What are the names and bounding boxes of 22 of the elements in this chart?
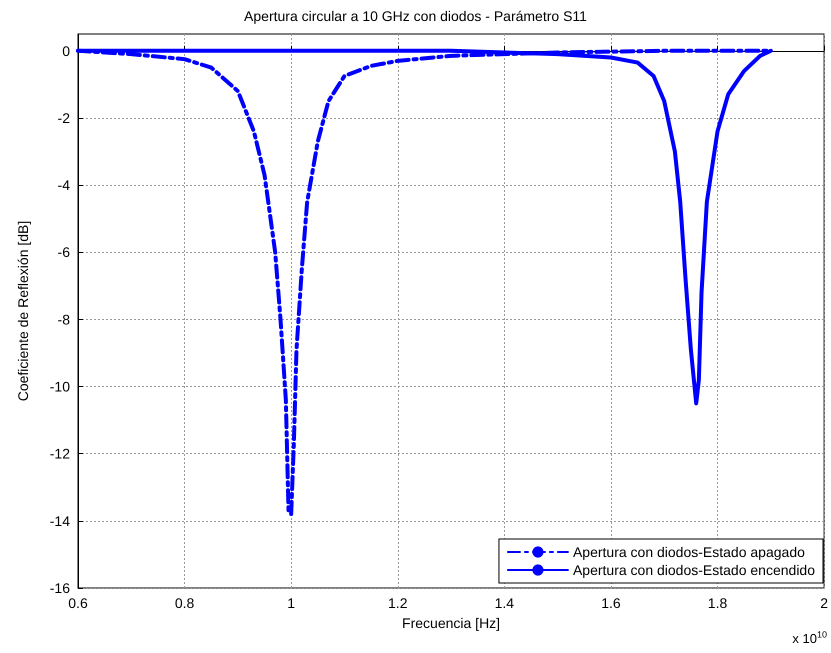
x-tick-label: 2: [820, 595, 828, 611]
y-tick-label: -10: [50, 378, 70, 395]
x-tick-label: 0.6: [68, 595, 88, 611]
y-tick-label: -8: [58, 311, 70, 328]
x-tick-label: 1.4: [494, 595, 514, 611]
y-tick-label: -14: [50, 512, 70, 529]
y-tick-label: -2: [58, 110, 70, 126]
y-tick-label: -4: [58, 177, 70, 194]
x-tick-label: 1.2: [388, 595, 408, 611]
y-tick-label: -6: [58, 244, 70, 260]
x-tick-label: 0.8: [174, 595, 195, 611]
y-tick-label: -16: [50, 580, 70, 596]
y-tick-label: 0: [62, 42, 70, 59]
y-tick-label: -12: [50, 446, 70, 462]
x-axis-title: Frecuencia [Hz]: [402, 615, 500, 631]
legend-label: Apertura con diodos-Estado encendido: [572, 562, 816, 578]
x-tick-label: 1.6: [601, 595, 621, 611]
y-axis-title: Coeficiente de Reflexión [dB]: [15, 220, 31, 402]
x-tick-label: 1: [287, 595, 296, 611]
x-tick-label: 1.8: [708, 595, 728, 611]
chart-title: Apertura circular a 10 GHz con diodos - Parámetro S11: [244, 8, 588, 24]
legend-label: Apertura con diodos-Estado apagado: [572, 544, 806, 560]
